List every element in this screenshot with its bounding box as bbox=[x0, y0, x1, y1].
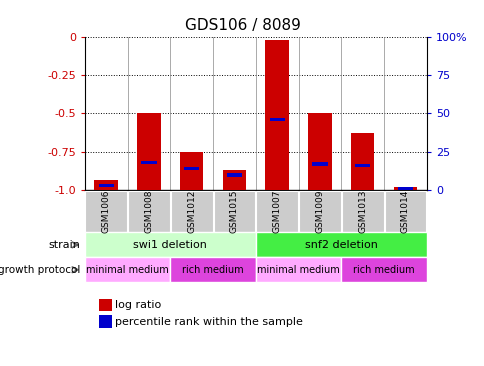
Bar bbox=[312, 163, 327, 166]
Text: GSM1013: GSM1013 bbox=[358, 190, 366, 233]
Text: GSM1006: GSM1006 bbox=[102, 190, 110, 233]
Text: swi1 deletion: swi1 deletion bbox=[133, 240, 207, 250]
Text: GSM1008: GSM1008 bbox=[144, 190, 153, 233]
Text: GDS106 / 8089: GDS106 / 8089 bbox=[184, 18, 300, 33]
Text: strain: strain bbox=[48, 240, 80, 250]
Text: GSM1007: GSM1007 bbox=[272, 190, 281, 233]
Bar bbox=[98, 184, 114, 187]
Bar bbox=[94, 180, 118, 190]
Bar bbox=[393, 187, 416, 190]
Text: GSM1015: GSM1015 bbox=[229, 190, 239, 233]
Text: GSM1009: GSM1009 bbox=[315, 190, 324, 233]
Text: growth protocol: growth protocol bbox=[0, 265, 80, 275]
Bar bbox=[397, 187, 412, 190]
Bar bbox=[184, 167, 199, 171]
Text: log ratio: log ratio bbox=[115, 300, 161, 310]
Bar bbox=[354, 164, 370, 167]
Bar bbox=[265, 40, 288, 190]
Text: GSM1014: GSM1014 bbox=[400, 190, 409, 233]
Bar bbox=[227, 173, 242, 177]
Bar bbox=[350, 134, 374, 190]
Text: rich medium: rich medium bbox=[182, 265, 243, 275]
Bar bbox=[180, 152, 203, 190]
Text: GSM1012: GSM1012 bbox=[187, 190, 196, 233]
Text: snf2 deletion: snf2 deletion bbox=[304, 240, 377, 250]
Bar bbox=[137, 113, 160, 190]
Text: minimal medium: minimal medium bbox=[86, 265, 168, 275]
Bar bbox=[222, 170, 246, 190]
Text: percentile rank within the sample: percentile rank within the sample bbox=[115, 317, 302, 327]
Bar bbox=[269, 118, 284, 121]
Bar bbox=[141, 161, 156, 164]
Bar bbox=[307, 113, 331, 190]
Text: rich medium: rich medium bbox=[352, 265, 414, 275]
Text: minimal medium: minimal medium bbox=[257, 265, 339, 275]
